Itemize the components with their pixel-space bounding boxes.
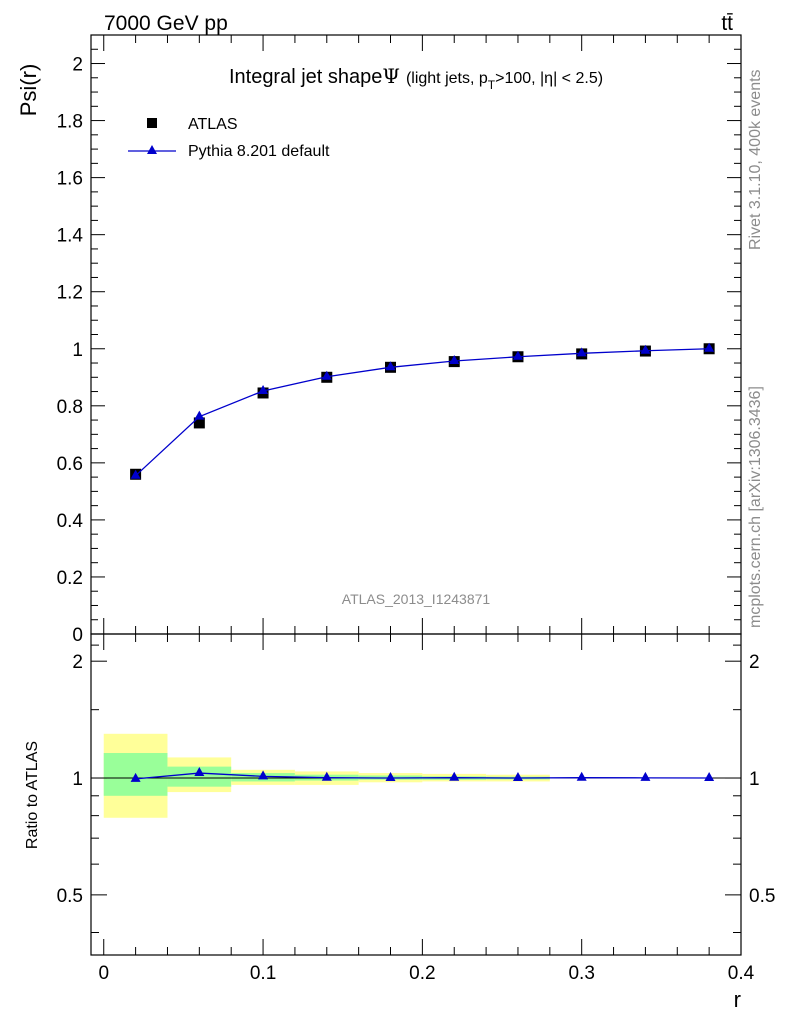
ratio-y-tick-label-left: 2 <box>72 652 83 673</box>
main-y-tick-label: 0.8 <box>57 397 83 418</box>
x-tick-label: 0 <box>98 963 109 984</box>
pythia-point-5 <box>449 355 460 365</box>
pythia-point-2 <box>258 384 269 394</box>
ratio-y-tick-label-left: 1 <box>72 769 83 790</box>
pythia-point-6 <box>512 350 523 360</box>
ratio-pythia-point-0 <box>130 772 141 782</box>
green-band-1 <box>167 766 232 787</box>
atlas-point-1 <box>193 417 205 429</box>
mcplots-label: mcplots.cern.ch [arXiv:1306.3436] <box>747 386 764 628</box>
ratio-pythia-point-6 <box>512 772 523 782</box>
x-axis-title: r <box>734 987 741 1012</box>
pythia-point-8 <box>640 344 651 354</box>
process-label: tt̄ <box>721 12 733 35</box>
pythia-point-7 <box>576 347 587 357</box>
main-y-tick-label: 1.2 <box>57 283 83 304</box>
pythia-line <box>135 348 710 477</box>
ratio-pythia-point-1 <box>194 767 205 777</box>
ratio-pythia-point-3 <box>321 771 332 781</box>
ratio-pythia-point-9 <box>704 772 715 782</box>
main-y-tick-label: 1.8 <box>57 112 83 133</box>
ratio-axes: 0.5 0.5 1 1 2 2 0 0.1 0.2 0.3 0.4 <box>57 633 775 984</box>
x-tick-label: 0.4 <box>728 963 755 984</box>
pythia-point-1 <box>194 410 205 420</box>
ratio-y-axis-title: Ratio to ATLAS <box>24 741 41 849</box>
energy-label: 7000 GeV pp <box>104 12 228 35</box>
ratio-pythia-line <box>135 772 710 780</box>
plot-title: Integral jet shapeΨ (light jets, pT>100, … <box>229 64 603 92</box>
main-y-tick-label: 0.2 <box>57 568 83 589</box>
legend-pythia-marker <box>147 145 157 154</box>
main-y-axis-title: Psi(r) <box>16 64 41 117</box>
ratio-series <box>130 767 715 782</box>
ratio-pythia-point-2 <box>258 770 269 780</box>
legend: ATLAS Pythia 8.201 default <box>128 116 330 160</box>
legend-atlas-marker <box>147 118 157 128</box>
ratio-y-tick-label-left: 0.5 <box>57 886 83 907</box>
ratio-pythia-point-7 <box>576 771 587 781</box>
main-y-tick-label: 0.6 <box>57 454 83 475</box>
x-tick-label: 0.2 <box>409 963 435 984</box>
pythia-point-4 <box>385 361 396 371</box>
ratio-y-tick-label-right: 0.5 <box>749 886 775 907</box>
main-y-tick-label: 1.6 <box>57 169 83 190</box>
legend-atlas-label: ATLAS <box>188 116 238 133</box>
ratio-frame <box>90 633 742 956</box>
main-series <box>130 342 715 480</box>
legend-pythia-label: Pythia 8.201 default <box>188 143 330 160</box>
ratio-pythia-point-8 <box>640 771 651 781</box>
main-axes: 0 0.2 0.4 0.6 0.8 1 1.2 1.4 1.6 1.8 2 <box>57 34 742 646</box>
main-y-tick-label: 0.4 <box>57 511 84 532</box>
ratio-pythia-point-5 <box>449 771 460 781</box>
main-y-tick-label: 1.4 <box>57 226 84 247</box>
pythia-point-9 <box>704 342 715 352</box>
main-y-tick-label: 2 <box>72 55 83 76</box>
x-tick-label: 0.3 <box>568 963 594 984</box>
analysis-watermark: ATLAS_2013_I1243871 <box>342 591 491 607</box>
x-tick-label: 0.1 <box>250 963 276 984</box>
main-y-tick-label: 1 <box>72 340 83 361</box>
pythia-point-0 <box>130 469 141 479</box>
rivet-label: Rivet 3.1.10, 400k events <box>747 69 764 250</box>
ratio-pythia-point-4 <box>385 772 396 782</box>
ratio-y-tick-label-right: 2 <box>749 652 760 673</box>
pythia-point-3 <box>321 370 332 380</box>
main-y-tick-label: 0 <box>72 625 83 646</box>
ratio-y-tick-label-right: 1 <box>749 769 760 790</box>
